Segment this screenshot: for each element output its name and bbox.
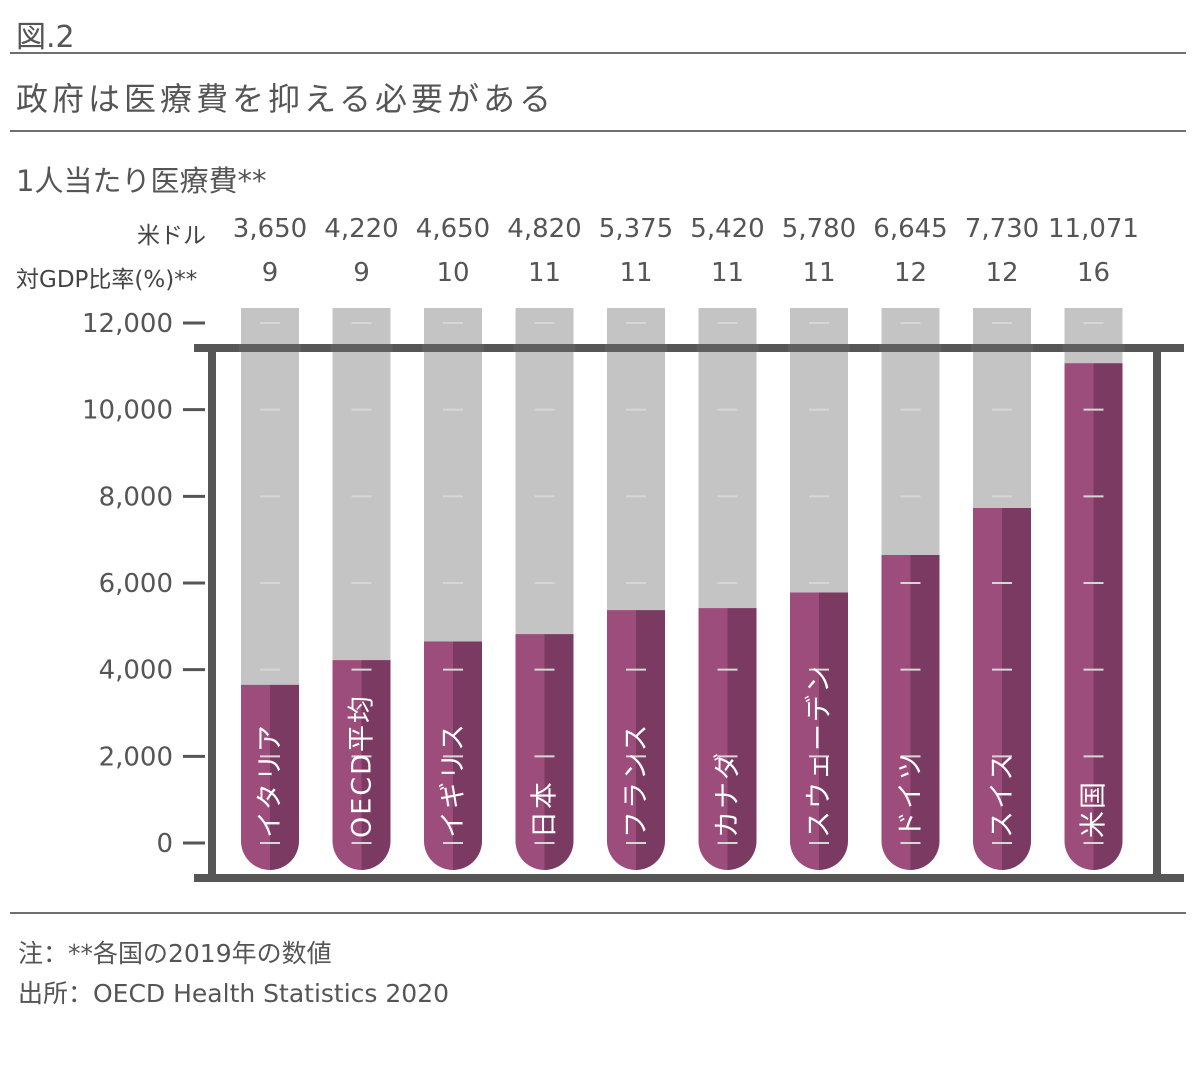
gdp-ratio-value-label: 11 xyxy=(619,258,653,288)
gdp-ratio-value-label: 11 xyxy=(802,258,836,288)
usd-value-label: 4,650 xyxy=(415,214,491,244)
bar-category-label: カナダ xyxy=(713,751,744,838)
gdp-ratio-value-label: 10 xyxy=(436,258,470,288)
bar-right-half xyxy=(270,684,299,870)
bar-right-half xyxy=(1002,508,1031,870)
divider-top xyxy=(10,52,1186,54)
bar-left-half xyxy=(241,684,270,870)
gdp-ratio-value-label: 12 xyxy=(985,258,1019,288)
y-tick-label: 4,000 xyxy=(99,656,173,686)
bar-right-half xyxy=(1093,363,1123,870)
gdp-row-label: 対GDP比率(%)** xyxy=(16,267,198,293)
bar-right-half xyxy=(361,660,391,870)
bar-left-half xyxy=(790,592,819,870)
footnote-source: 出所：OECD Health Statistics 2020 xyxy=(18,979,450,1008)
bar-left-half xyxy=(515,634,545,870)
bar-right-half xyxy=(544,634,574,870)
usd-value-label: 4,220 xyxy=(324,214,399,244)
usd-value-label: 11,071 xyxy=(1048,214,1139,244)
bar-category-label: イギリス xyxy=(438,722,469,838)
bar-right-half xyxy=(636,610,665,870)
bar-right-half xyxy=(819,592,848,870)
headline: 政府は医療費を抑える必要がある xyxy=(16,80,556,118)
usd-value-label: 5,780 xyxy=(781,214,857,244)
usd-row-label: 米ドル xyxy=(137,223,206,249)
bar-category-label: スイス xyxy=(987,752,1018,838)
bar-category-label: 米国 xyxy=(1079,780,1110,838)
y-tick-label: 2,000 xyxy=(99,742,173,772)
bar-left-half xyxy=(973,508,1002,870)
y-tick-label: 6,000 xyxy=(99,569,173,599)
bar-chart: 0 2,000 4,000 6,000 8,000 10,000 12,000 イタリア OEC… xyxy=(82,308,1184,882)
usd-value-label: 5,375 xyxy=(598,214,674,244)
bar-category-label: スウェーデン xyxy=(804,664,835,838)
bar-category-label: 日本 xyxy=(530,780,561,838)
bar-category-label: OECD平均 xyxy=(347,694,378,838)
usd-value-label: 6,645 xyxy=(873,214,948,244)
footnote-note: 注：**各国の2019年の数値 xyxy=(18,939,332,968)
bar-category-label: フランス xyxy=(621,723,652,838)
gdp-ratio-value-label: 11 xyxy=(527,258,562,288)
bar-left-half xyxy=(607,610,636,870)
gdp-ratio-value-label: 12 xyxy=(893,258,928,288)
divider-headline xyxy=(10,130,1186,132)
gdp-ratio-value-label: 9 xyxy=(353,258,370,288)
y-tick-label: 10,000 xyxy=(82,396,173,426)
usd-value-label: 4,820 xyxy=(507,214,582,244)
usd-value-label: 7,730 xyxy=(964,214,1040,244)
bar-left-half xyxy=(881,555,911,870)
usd-value-label: 5,420 xyxy=(690,214,765,244)
bar-right-half xyxy=(910,555,940,870)
bar-right-half xyxy=(727,608,757,870)
bar-left-half xyxy=(424,641,453,870)
bar-left-half xyxy=(698,608,728,870)
bar-left-half xyxy=(332,660,362,870)
gdp-ratio-value-label: 9 xyxy=(261,258,279,288)
bar-category-label: ドイツ xyxy=(896,751,927,838)
y-tick-label: 0 xyxy=(156,829,173,859)
gdp-ratio-value-label: 11 xyxy=(710,258,745,288)
bar-category-label: イタリア xyxy=(255,723,286,838)
y-tick-label: 8,000 xyxy=(99,482,173,512)
usd-value-label: 3,650 xyxy=(232,214,308,244)
divider-bottom xyxy=(10,912,1186,914)
chart-subtitle: 1人当たり医療費** xyxy=(16,164,267,198)
gdp-ratio-value-label: 16 xyxy=(1076,258,1111,288)
y-tick-label: 12,000 xyxy=(82,309,173,339)
bar-right-half xyxy=(453,641,482,870)
bar-left-half xyxy=(1064,363,1094,870)
figure-label: 図.2 xyxy=(16,20,75,55)
